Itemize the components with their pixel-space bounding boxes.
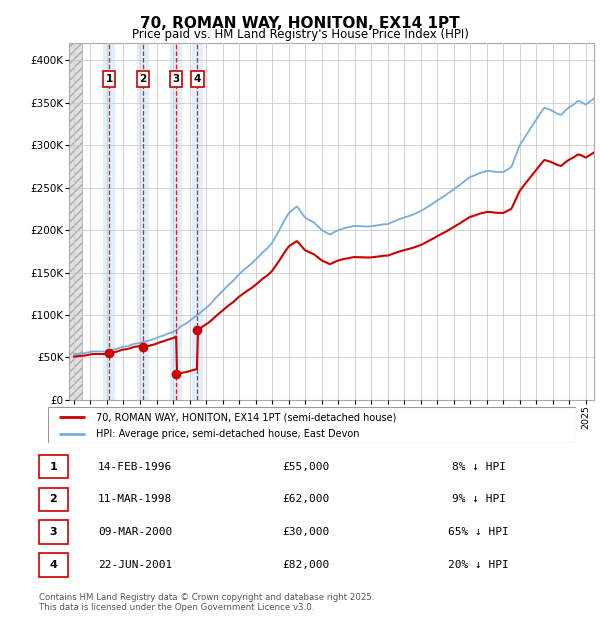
Bar — [137, 43, 149, 400]
Text: 9% ↓ HPI: 9% ↓ HPI — [452, 494, 506, 505]
FancyBboxPatch shape — [39, 455, 68, 479]
FancyBboxPatch shape — [39, 553, 68, 577]
Text: 65% ↓ HPI: 65% ↓ HPI — [448, 527, 509, 537]
Text: 70, ROMAN WAY, HONITON, EX14 1PT: 70, ROMAN WAY, HONITON, EX14 1PT — [140, 16, 460, 31]
Bar — [170, 43, 182, 400]
Text: HPI: Average price, semi-detached house, East Devon: HPI: Average price, semi-detached house,… — [95, 428, 359, 438]
Bar — [69, 43, 82, 400]
Text: £82,000: £82,000 — [283, 560, 329, 570]
Text: £30,000: £30,000 — [283, 527, 329, 537]
Text: 22-JUN-2001: 22-JUN-2001 — [98, 560, 172, 570]
Text: 2: 2 — [49, 494, 57, 505]
Text: Contains HM Land Registry data © Crown copyright and database right 2025.
This d: Contains HM Land Registry data © Crown c… — [39, 593, 374, 612]
Text: 1: 1 — [106, 74, 113, 84]
FancyBboxPatch shape — [39, 487, 68, 511]
Text: 4: 4 — [49, 560, 57, 570]
Text: 09-MAR-2000: 09-MAR-2000 — [98, 527, 172, 537]
FancyBboxPatch shape — [48, 407, 576, 443]
Text: 70, ROMAN WAY, HONITON, EX14 1PT (semi-detached house): 70, ROMAN WAY, HONITON, EX14 1PT (semi-d… — [95, 412, 396, 422]
Text: 4: 4 — [194, 74, 201, 84]
Text: Price paid vs. HM Land Registry's House Price Index (HPI): Price paid vs. HM Land Registry's House … — [131, 29, 469, 41]
Text: 14-FEB-1996: 14-FEB-1996 — [98, 462, 172, 472]
FancyBboxPatch shape — [39, 520, 68, 544]
Text: 11-MAR-1998: 11-MAR-1998 — [98, 494, 172, 505]
Text: 2: 2 — [140, 74, 147, 84]
Bar — [191, 43, 203, 400]
Bar — [103, 43, 115, 400]
Text: £55,000: £55,000 — [283, 462, 329, 472]
Text: 3: 3 — [173, 74, 180, 84]
Text: 1: 1 — [49, 462, 57, 472]
Text: 20% ↓ HPI: 20% ↓ HPI — [448, 560, 509, 570]
Text: £62,000: £62,000 — [283, 494, 329, 505]
Text: 8% ↓ HPI: 8% ↓ HPI — [452, 462, 506, 472]
Text: 3: 3 — [49, 527, 57, 537]
